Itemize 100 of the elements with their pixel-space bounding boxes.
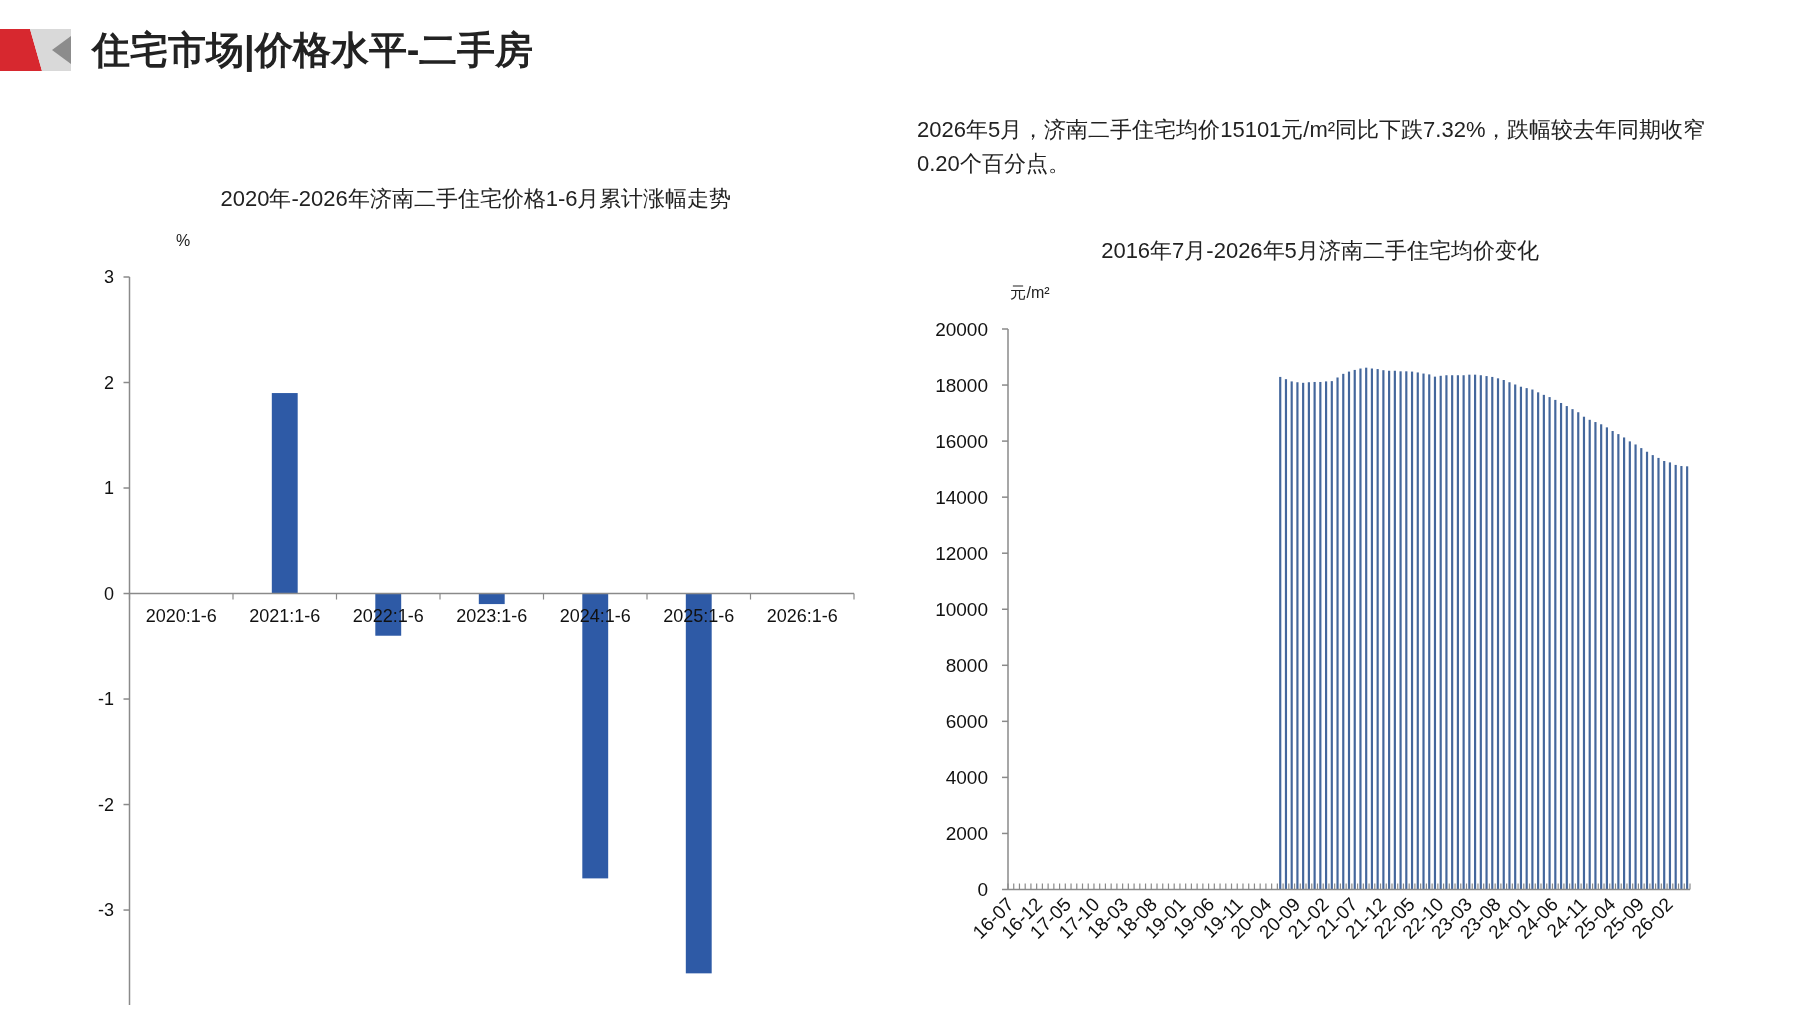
bar <box>1347 371 1351 890</box>
y-tick-label: 4000 <box>945 767 988 789</box>
y-tick-label: 10000 <box>935 598 988 620</box>
bar <box>1686 466 1689 890</box>
bar <box>1491 376 1494 890</box>
bar <box>1388 370 1391 890</box>
bar <box>1451 375 1454 890</box>
bar <box>1680 466 1683 890</box>
bar <box>1479 375 1482 890</box>
bar <box>1302 382 1305 890</box>
y-tick-label: 14000 <box>935 486 988 508</box>
bar <box>1456 375 1459 890</box>
bar <box>1416 372 1419 890</box>
y-tick-label: 2 <box>103 372 114 393</box>
bar <box>1439 375 1442 890</box>
bar <box>1531 389 1534 890</box>
y-tick-label: -1 <box>97 689 114 710</box>
y-tick-label: -3 <box>97 900 114 921</box>
y-tick-label: 20000 <box>935 318 988 340</box>
y-tick-label: 18000 <box>935 374 988 396</box>
text: 住宅市场|价格水平-二手房 <box>90 29 534 72</box>
bar <box>1342 373 1345 890</box>
bar <box>1445 375 1448 890</box>
x-tick-label: 2023:1-6 <box>456 605 528 626</box>
bar <box>1307 382 1310 890</box>
bar <box>1324 381 1328 890</box>
bar <box>1537 392 1540 890</box>
y-tick-label: 6000 <box>945 711 988 732</box>
bar <box>1674 464 1677 890</box>
bar <box>1594 422 1597 890</box>
bar <box>1353 369 1356 890</box>
y-tick-label: 16000 <box>935 430 988 452</box>
bar <box>1410 371 1414 890</box>
y-tick-label: 8000 <box>945 654 988 676</box>
bar <box>1365 367 1368 890</box>
x-tick-label: 2026:1-6 <box>766 605 838 626</box>
x-tick-label: 2020:1-6 <box>145 605 217 626</box>
bar <box>1554 399 1557 890</box>
bar <box>1290 381 1293 890</box>
bar <box>1370 368 1374 890</box>
bar <box>1663 461 1666 890</box>
y-tick-label: 0 <box>103 583 114 604</box>
y-axis-title: 元/m² <box>1010 284 1051 301</box>
bar <box>1422 373 1425 890</box>
bar <box>1628 441 1631 890</box>
x-tick-label: 2021:1-6 <box>249 605 321 626</box>
bar <box>1645 451 1649 890</box>
bar <box>1502 380 1505 890</box>
bar <box>1433 376 1437 890</box>
bar <box>1336 377 1339 890</box>
bar <box>1468 374 1471 890</box>
bar <box>1496 378 1500 890</box>
bar <box>1525 388 1528 890</box>
bar <box>1514 384 1517 890</box>
bar <box>1405 371 1408 890</box>
bar <box>1668 462 1672 890</box>
bar <box>1428 374 1431 890</box>
bar <box>1542 394 1545 890</box>
bar <box>1284 379 1288 890</box>
bar <box>1634 444 1637 890</box>
bar <box>1640 448 1643 890</box>
bar <box>1617 434 1620 890</box>
bar <box>1462 375 1465 890</box>
bar <box>1582 416 1586 890</box>
bar <box>1559 402 1563 890</box>
text: 2026年5月，济南二手住宅均价15101元/m²同比下跌7.32%，跌幅较去年同期收窄0.20个百分点。 <box>917 117 1706 176</box>
bar <box>1611 431 1614 890</box>
bar <box>1279 376 1282 890</box>
bar <box>1548 397 1551 890</box>
bar <box>1605 427 1608 890</box>
bar <box>1330 381 1333 890</box>
y-tick-label: -2 <box>97 794 114 815</box>
bar <box>1657 457 1660 890</box>
bar <box>1577 412 1580 890</box>
y-tick-label: 3 <box>103 267 114 288</box>
bar <box>1393 370 1396 890</box>
bar <box>1319 381 1322 890</box>
bar <box>1588 419 1591 890</box>
bar <box>1565 406 1568 890</box>
y-tick-label: 2000 <box>945 823 988 845</box>
y-tick-label: 1 <box>103 478 114 499</box>
bar <box>1651 455 1654 890</box>
bar <box>1474 374 1477 890</box>
y-axis-title: % <box>175 232 191 249</box>
bar <box>1313 381 1316 890</box>
bar <box>1508 382 1511 890</box>
bar <box>1485 376 1488 890</box>
chart-title: 2020年-2026年济南二手住宅价格1-6月累计涨幅走势 <box>220 186 732 211</box>
bar <box>1359 368 1362 890</box>
bar <box>1623 437 1626 890</box>
bar <box>1519 386 1523 890</box>
bar <box>1600 424 1603 890</box>
bar <box>1376 369 1379 890</box>
chart-title: 2016年7月-2026年5月济南二手住宅均价变化 <box>1101 238 1539 263</box>
y-tick-label: 0 <box>977 879 988 901</box>
bar <box>1296 382 1299 890</box>
bar <box>1382 370 1385 890</box>
bar <box>1571 409 1574 890</box>
y-tick-label: 12000 <box>935 542 988 564</box>
bar <box>1399 371 1402 890</box>
